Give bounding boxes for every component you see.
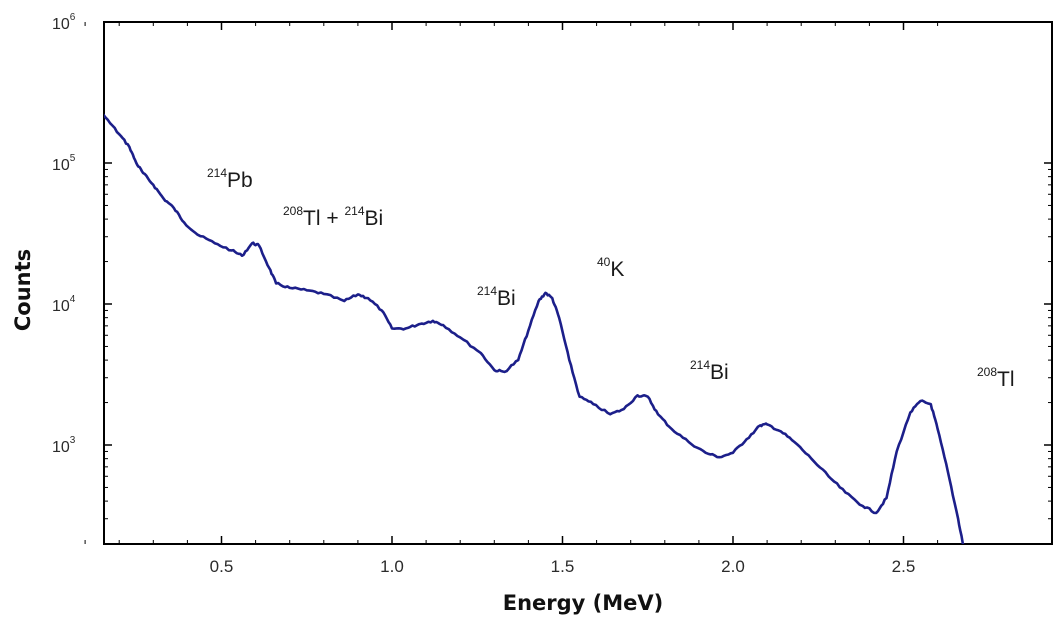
annotation-group: 214Pb 208Tl + 214Bi 214Bi 40K 214Bi 208Tl — [207, 166, 1015, 391]
y-tick-label: 106 — [52, 12, 76, 33]
x-tick-label: 1.5 — [551, 557, 575, 576]
annotation-tl208-bi214: 208Tl + 214Bi — [283, 204, 383, 230]
x-tick-label: 2.0 — [721, 557, 745, 576]
annotation-bi214-a: 214Bi — [477, 284, 516, 310]
series-group — [104, 113, 965, 544]
y-tick-label: 105 — [52, 153, 76, 174]
spectrum-series-line — [104, 113, 965, 544]
plot-frame — [103, 21, 1053, 545]
x-tick-label: 0.5 — [210, 557, 234, 576]
annotation-bi214-b: 214Bi — [690, 358, 729, 384]
plot-frame-group — [103, 21, 1053, 545]
y-tick-label: 104 — [52, 294, 76, 315]
y-axis-title: Counts — [11, 249, 35, 331]
y-tick-label: 103 — [52, 435, 76, 456]
ticks-group: 0.5 1.0 1.5 2.0 2.5 103 104 105 106 — [52, 12, 1052, 576]
annotation-k40: 40K — [597, 255, 624, 281]
annotation-tl208: 208Tl — [977, 365, 1015, 391]
x-tick-label: 1.0 — [380, 557, 404, 576]
annotation-pb214: 214Pb — [207, 166, 253, 192]
x-tick-label: 2.5 — [892, 557, 916, 576]
x-axis-title: Energy (MeV) — [503, 591, 664, 615]
